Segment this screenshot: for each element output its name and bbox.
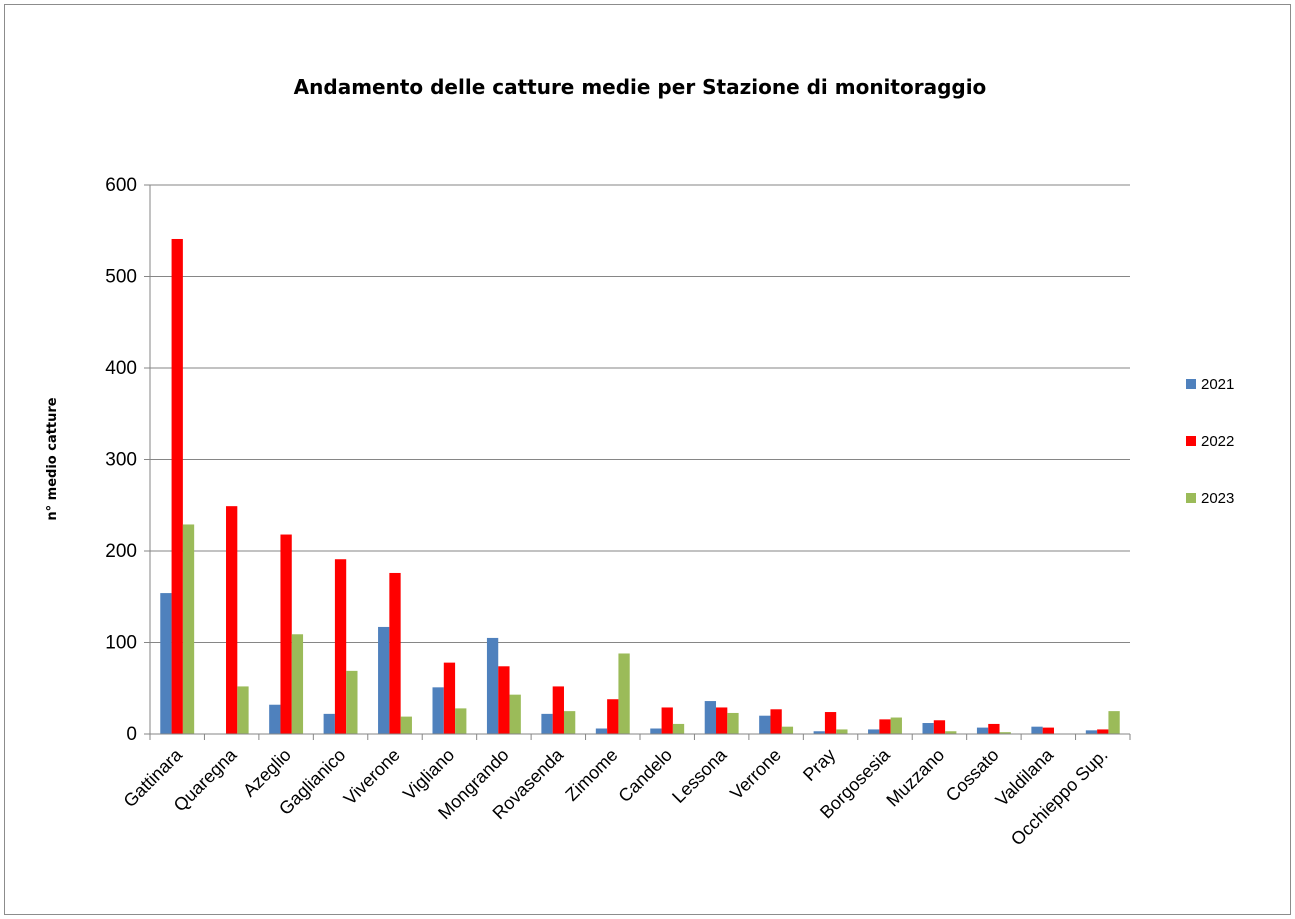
bar-2021-occhiepposup [1085, 730, 1098, 734]
legend-swatch-2021 [1186, 379, 1196, 389]
bar-2023-mongrando [509, 694, 521, 734]
bar-2023-vigliano [455, 708, 467, 734]
bar-2021-verrone [759, 715, 771, 734]
bar-2021-rovasenda [541, 713, 553, 734]
bars [160, 238, 1120, 735]
bar-2021-muzzano [922, 723, 934, 734]
x-tick-label: Zimome [561, 745, 621, 805]
bar-2023-rovasenda [563, 711, 576, 734]
bar-2023-verrone [781, 726, 794, 734]
bar-2021-azeglio [269, 704, 281, 734]
bar-2023-gattinara [182, 524, 195, 734]
x-tick-label: Verrone [726, 745, 785, 804]
bar-2022-gaglianico [334, 559, 347, 734]
x-tick-labels: GattinaraQuaregnaAzeglioGaglianicoVivero… [120, 744, 1112, 849]
bar-2023-viverone [400, 716, 412, 734]
bar-2023-pray [836, 729, 848, 734]
bar-2023-candelo [672, 723, 685, 734]
bar-2022-valdilana [1042, 727, 1054, 734]
bar-2022-rovasenda [552, 686, 564, 734]
bar-2022-pray [824, 712, 837, 734]
x-tick-label: Muzzano [882, 745, 948, 811]
bar-2023-gaglianico [346, 670, 358, 734]
axes [149, 185, 1131, 740]
bar-2021-pray [813, 731, 825, 734]
bar-2021-borgosesia [868, 729, 880, 734]
bar-2022-quaregna [226, 506, 238, 734]
y-tick-labels: 0 100 200 300 400 500 600 [105, 175, 137, 745]
x-tick-label: Candelo [614, 745, 676, 807]
legend-label-2021: 2021 [1201, 376, 1234, 393]
x-tick-label: Lessona [668, 744, 731, 807]
y-tick-label: 400 [105, 358, 137, 379]
y-tick-label: 100 [105, 633, 137, 654]
legend: 2021 2022 2023 [1186, 376, 1234, 507]
bar-2022-azeglio [280, 534, 292, 734]
bar-2022-muzzano [933, 720, 946, 734]
bar-2023-muzzano [945, 731, 957, 734]
bar-2023-quaregna [237, 686, 249, 734]
bar-2021-zimome [595, 728, 608, 734]
bar-2021-viverone [378, 626, 390, 734]
bar-2022-occhiepposup [1097, 729, 1109, 734]
bar-2022-viverone [389, 572, 401, 734]
bar-2021-gattinara [160, 593, 172, 734]
y-tick-label: 300 [105, 450, 137, 471]
legend-label-2022: 2022 [1201, 433, 1234, 450]
bar-2023-cossato [999, 732, 1011, 734]
bar-2022-vigliano [443, 662, 456, 734]
bar-2021-mongrando [486, 637, 499, 734]
bar-2023-zimome [618, 653, 630, 734]
x-tick-label: Viverone [340, 745, 404, 809]
y-tick-label: 600 [105, 175, 137, 196]
bar-2021-gaglianico [323, 713, 335, 734]
x-tick-label: Occhieppo Sup. [1007, 745, 1112, 850]
bar-2022-cossato [988, 723, 1000, 734]
bar-2023-occhiepposup [1108, 711, 1120, 734]
bar-2022-gattinara [171, 238, 183, 735]
bar-2022-mongrando [498, 666, 510, 734]
bar-2021-cossato [976, 727, 989, 734]
bar-2023-borgosesia [890, 717, 902, 734]
legend-label-2023: 2023 [1201, 490, 1234, 507]
bar-2021-vigliano [432, 687, 444, 734]
chart-title: Andamento delle catture medie per Stazio… [294, 75, 987, 99]
bar-2023-lessona [727, 712, 739, 734]
y-axis-label: n° medio catture [45, 397, 60, 520]
legend-swatch-2022 [1186, 436, 1196, 446]
bar-2022-borgosesia [879, 719, 891, 734]
y-tick-label: 500 [105, 267, 137, 288]
bar-2021-candelo [650, 728, 662, 734]
legend-swatch-2023 [1186, 493, 1196, 503]
bar-2021-valdilana [1031, 726, 1043, 734]
bar-2022-candelo [661, 707, 673, 734]
bar-2023-azeglio [291, 634, 304, 734]
bar-2022-verrone [770, 709, 782, 734]
bar-2022-zimome [607, 699, 619, 734]
y-tick-label: 200 [105, 541, 137, 562]
gridlines [144, 184, 1130, 735]
bar-2021-lessona [704, 701, 717, 734]
y-tick-label: 0 [126, 724, 137, 745]
x-tick-label: Pray [799, 745, 839, 785]
bar-2022-lessona [716, 707, 728, 734]
